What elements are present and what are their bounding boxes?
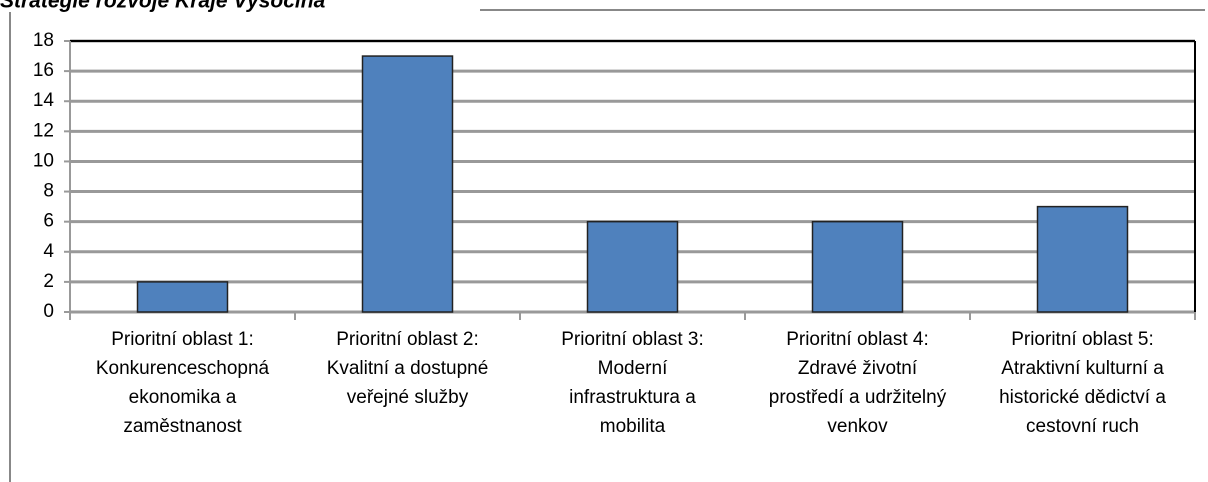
y-tick-label: 6 — [43, 211, 54, 232]
x-tick-label: Prioritní oblast 3: Moderní infrastruktu… — [561, 329, 704, 437]
bar — [361, 55, 454, 313]
x-tick-label: Prioritní oblast 2: Kvalitní a dostupné … — [326, 329, 489, 408]
x-tick-label: Prioritní oblast 5: Atraktivní kulturní … — [999, 329, 1166, 437]
y-tick-label: 8 — [43, 181, 54, 202]
bar — [1036, 205, 1129, 313]
bar — [136, 281, 229, 313]
bar — [811, 220, 904, 313]
y-tick-label: 10 — [33, 150, 54, 171]
y-tick-label: 0 — [43, 301, 54, 322]
y-tick-label: 2 — [43, 271, 54, 292]
x-tick-label: Prioritní oblast 4: Zdravé životní prost… — [768, 329, 947, 437]
x-tick-label: Prioritní oblast 1: Konkurenceschopná ek… — [95, 329, 270, 437]
chart-title: Strategie rozvoje Kraje Vysočina — [0, 0, 326, 13]
title-bg — [0, 0, 480, 12]
y-tick-label: 14 — [33, 90, 55, 111]
bar — [586, 220, 679, 313]
y-tick-label: 18 — [33, 30, 54, 51]
y-tick-label: 16 — [33, 60, 54, 81]
y-tick-label: 4 — [43, 241, 54, 262]
y-tick-label: 12 — [33, 120, 54, 141]
